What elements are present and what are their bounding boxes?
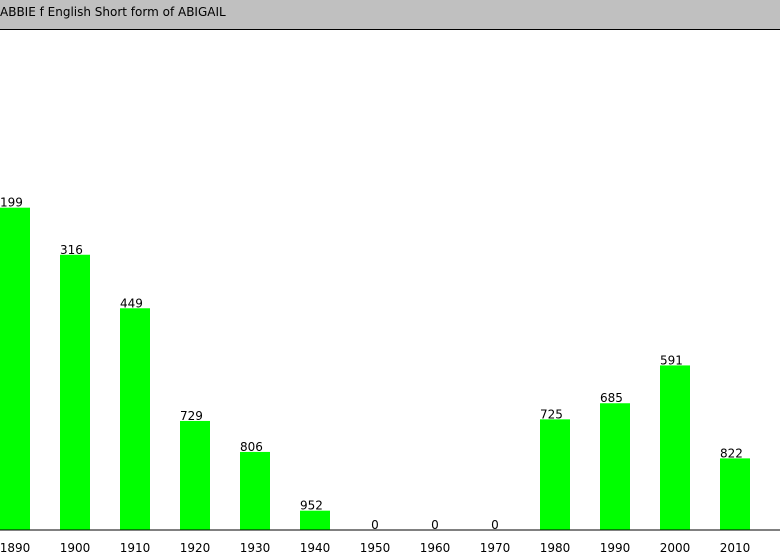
tick-label-2000: 2000 [660,541,691,555]
chart-title: ABBIE f English Short form of ABIGAIL [0,5,226,19]
tick-label-1970: 1970 [480,541,511,555]
bar-1920 [180,420,210,530]
data-label-1900: 316 [60,243,83,257]
chart-header: ABBIE f English Short form of ABIGAIL [0,0,780,30]
bar-1940 [300,510,330,530]
data-label-1980: 725 [540,407,563,421]
tick-label-1960: 1960 [420,541,451,555]
tick-label-1920: 1920 [180,541,211,555]
bars-layer [0,207,750,531]
tick-label-1950: 1950 [360,541,391,555]
data-label-1960: 0 [431,518,439,532]
tick-label-2010: 2010 [720,541,751,555]
bar-1900 [60,254,90,530]
data-label-1930: 806 [240,440,263,454]
data-label-1890: 199 [0,196,23,210]
bar-2010 [720,458,750,530]
bar-1990 [600,403,630,530]
bar-1890 [0,207,30,531]
data-label-1970: 0 [491,518,499,532]
tick-label-1910: 1910 [120,541,151,555]
data-label-1950: 0 [371,518,379,532]
tick-label-1930: 1930 [240,541,271,555]
tick-label-1990: 1990 [600,541,631,555]
data-label-2000: 591 [660,353,683,367]
bar-2000 [660,365,690,530]
tick-label-1940: 1940 [300,541,331,555]
data-label-2010: 822 [720,446,743,460]
data-label-1910: 449 [120,296,143,310]
data-label-1940: 952 [300,499,323,513]
tick-label-1980: 1980 [540,541,571,555]
data-label-1990: 685 [600,391,623,405]
data-label-1920: 729 [180,409,203,423]
bar-1980 [540,419,570,530]
tick-label-1900: 1900 [60,541,91,555]
tick-label-1890: 1890 [0,541,30,555]
labels-layer: 199 1890 316 1900 449 1910 729 1920 806 1930 952 19… [0,196,750,555]
bar-1910 [120,308,150,530]
bar-1930 [240,451,270,530]
